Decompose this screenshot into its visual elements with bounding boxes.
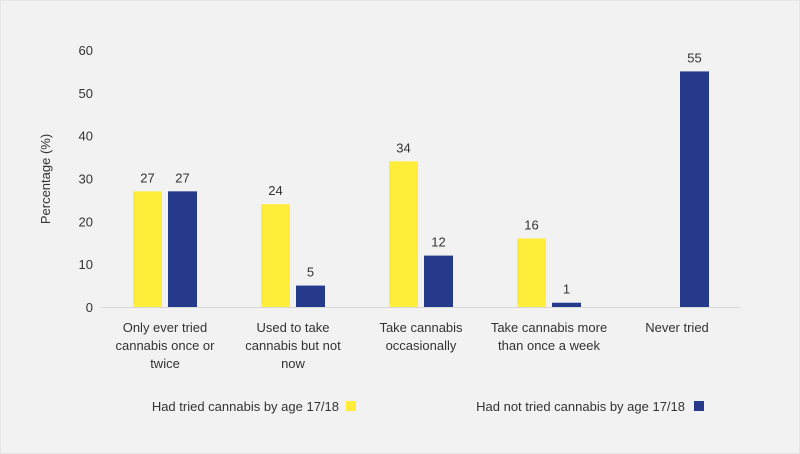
bar-not-tried-0 — [168, 191, 197, 307]
bar-not-tried-4 — [680, 71, 709, 308]
bar-tried-1 — [261, 204, 290, 307]
category-label: Take cannabis occasionally — [379, 320, 463, 353]
category-label-line: Used to take — [257, 320, 330, 335]
bar-tried-3 — [517, 238, 546, 307]
bar-tried-2 — [389, 161, 418, 307]
data-label: 5 — [307, 265, 314, 280]
category-label: Never tried — [645, 320, 709, 335]
category-label: Take cannabis more than once a week — [491, 320, 607, 353]
category-labels: Only ever tried cannabis once or twice Used… — [115, 320, 708, 371]
data-label: 27 — [140, 170, 154, 185]
y-tick-label: 40 — [79, 129, 93, 144]
legend-swatch — [346, 401, 356, 411]
legend: Had tried cannabis by age 17/18 Had not t… — [152, 399, 704, 414]
data-label: 55 — [687, 50, 701, 65]
data-label: 16 — [524, 217, 538, 232]
data-label: 12 — [431, 235, 445, 250]
category-label-line: Take cannabis — [379, 320, 463, 335]
legend-label: Had tried cannabis by age 17/18 — [152, 399, 339, 414]
category-label-line: occasionally — [386, 338, 457, 353]
legend-swatch — [694, 401, 704, 411]
bar-tried-0 — [133, 191, 162, 307]
y-tick-label: 20 — [79, 214, 93, 229]
legend-label: Had not tried cannabis by age 17/18 — [476, 399, 685, 414]
y-tick-label: 50 — [79, 86, 93, 101]
y-tick-label: 0 — [86, 300, 93, 315]
bar-not-tried-1 — [296, 285, 325, 307]
data-label: 24 — [268, 183, 282, 198]
category-label-line: now — [281, 356, 305, 371]
category-label: Used to take cannabis but not now — [245, 320, 341, 371]
bar-not-tried-2 — [424, 255, 453, 307]
category-label-line: Only ever tried — [123, 320, 208, 335]
category-label-line: cannabis but not — [245, 338, 341, 353]
y-tick-label: 30 — [79, 172, 93, 187]
y-tick-label: 60 — [79, 43, 93, 58]
category-label-line: twice — [150, 356, 180, 371]
category-label-line: than once a week — [498, 338, 600, 353]
data-labels: 27 27 24 5 34 12 16 1 55 — [140, 50, 701, 296]
data-label: 1 — [563, 282, 570, 297]
data-label: 27 — [175, 170, 189, 185]
y-axis-ticks: 0 10 20 30 40 50 60 — [79, 43, 93, 315]
bars — [133, 71, 709, 308]
y-axis-title: Percentage (%) — [38, 134, 53, 224]
category-label-line: Never tried — [645, 320, 709, 335]
y-tick-label: 10 — [79, 257, 93, 272]
category-label-line: Take cannabis more — [491, 320, 607, 335]
bar-not-tried-3 — [552, 302, 581, 307]
data-label: 34 — [396, 140, 410, 155]
category-label-line: cannabis once or — [115, 338, 215, 353]
category-label: Only ever tried cannabis once or twice — [115, 320, 215, 371]
